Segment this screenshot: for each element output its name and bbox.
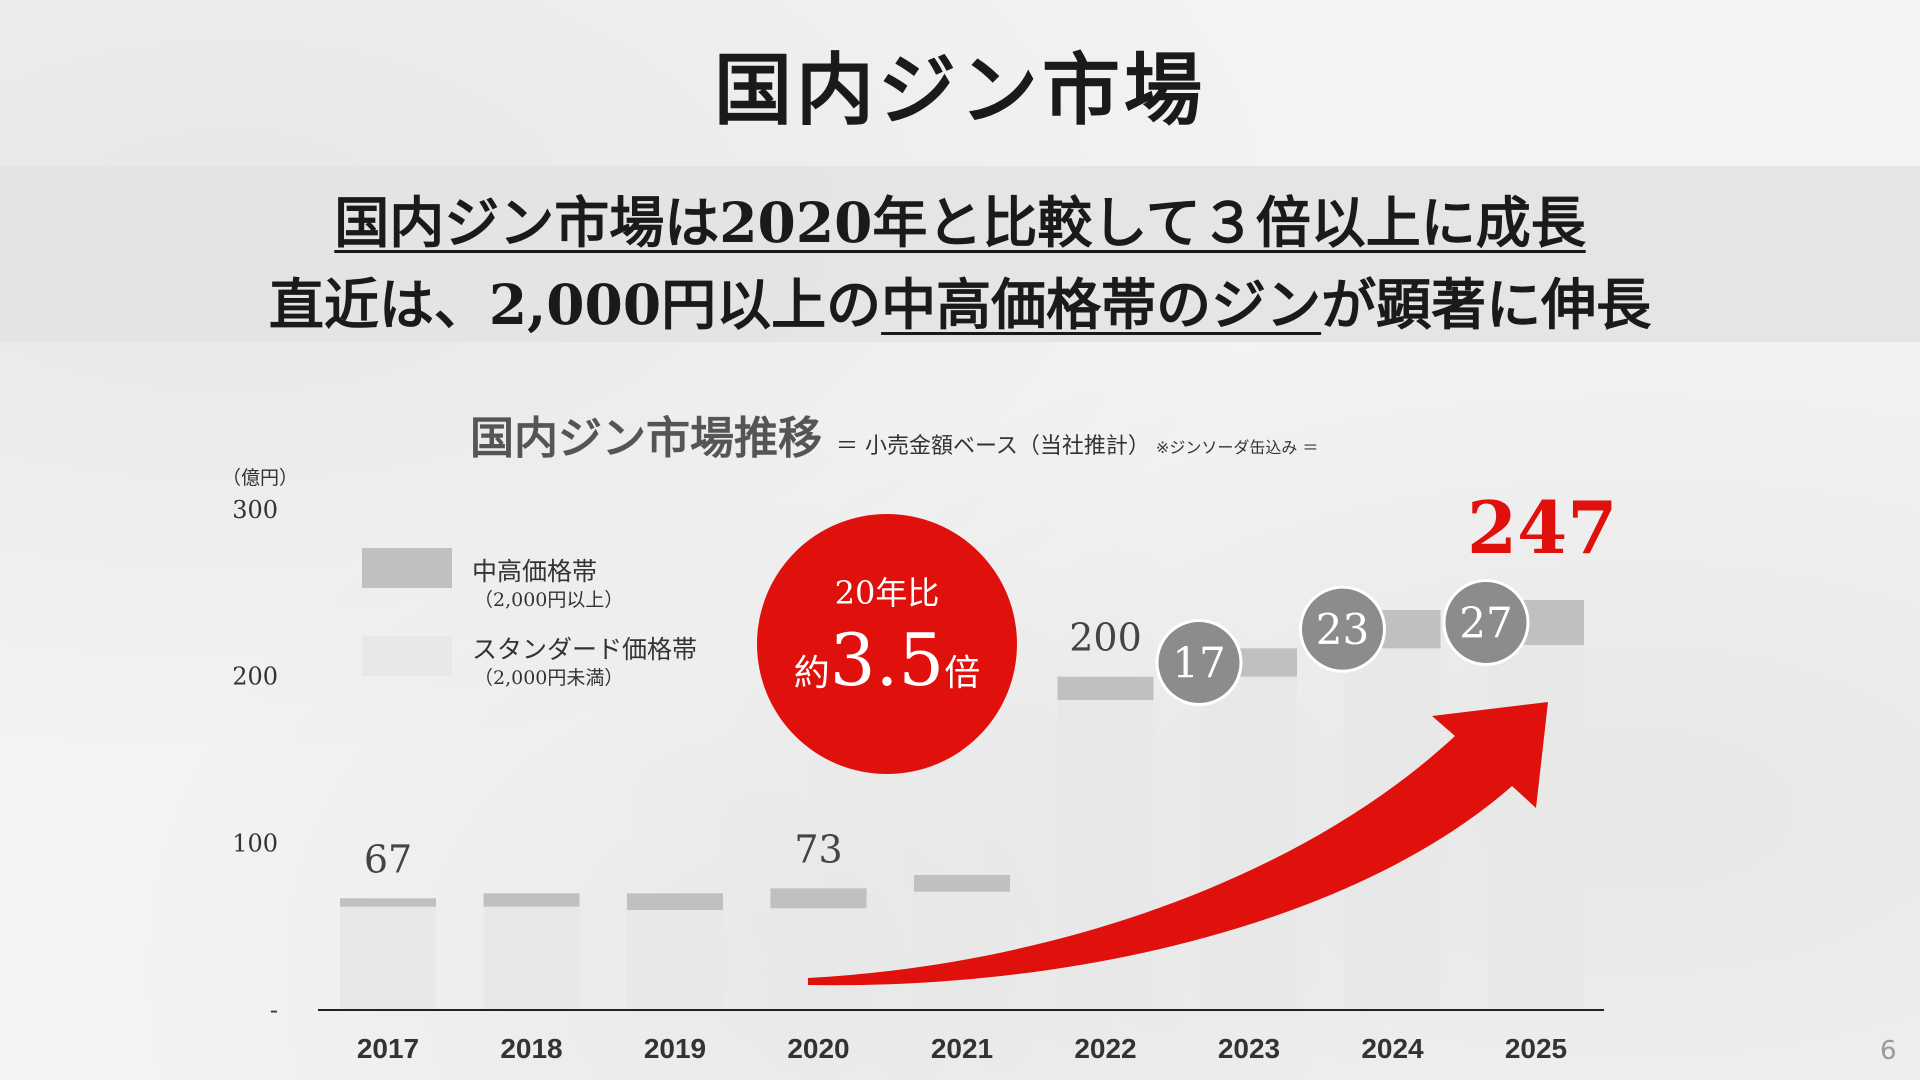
y-tick-label: 300: [232, 496, 278, 524]
headline-line-2-pre: 直近は、2,000円以上の: [268, 272, 882, 337]
x-tick-label: 2023: [1218, 1033, 1280, 1064]
bar-premium: [627, 893, 723, 910]
bar-standard: [770, 908, 867, 1010]
bar-premium: [1057, 676, 1154, 700]
bar-standard: [483, 906, 580, 1010]
x-tick-label: 2018: [500, 1033, 562, 1064]
latest-total-value: 247: [1467, 485, 1618, 570]
growth-badge-number: 3.5: [829, 618, 945, 702]
premium-value-bubble: [1155, 619, 1243, 706]
x-tick-label: 2025: [1505, 1033, 1567, 1064]
bar-standard: [627, 910, 723, 1010]
bar-standard: [340, 906, 436, 1010]
page-number: 6: [1880, 1036, 1897, 1066]
premium-value-bubble: [1442, 579, 1530, 666]
bar-standard: [1201, 676, 1297, 1010]
legend-label-premium: 中高価格帯: [472, 557, 598, 586]
headline-line-2-post: が顕著に伸長: [1321, 272, 1652, 337]
y-axis-unit: （億円）: [222, 467, 299, 489]
growth-badge-suffix: 倍: [944, 653, 981, 694]
x-tick-label: 2019: [644, 1033, 706, 1064]
headline-line-2-highlight: 中高価格帯のジン: [881, 272, 1322, 337]
growth-badge-caption: 20年比: [834, 574, 940, 612]
premium-value-label: 17: [1172, 639, 1225, 688]
premium-value-label: 27: [1459, 599, 1512, 648]
y-tick-label: 200: [232, 663, 278, 691]
page-title: 国内ジン市場: [713, 45, 1206, 136]
bar-total-label: 73: [794, 827, 842, 871]
x-tick-label: 2021: [931, 1033, 993, 1064]
legend-label-standard: スタンダード価格帯: [472, 635, 698, 664]
legend-swatch-standard: [362, 636, 452, 676]
chart-title-main: 国内ジン市場推移: [470, 413, 822, 464]
premium-value-bubble: [1299, 585, 1386, 673]
premium-value-label: 23: [1316, 605, 1369, 654]
x-tick-label: 2022: [1074, 1033, 1136, 1064]
growth-badge-prefix: 約: [793, 653, 830, 694]
chart-note: ※ジンソーダ缶込み ＝: [1155, 438, 1319, 457]
bar-premium: [340, 898, 436, 907]
y-tick-label: 100: [232, 829, 278, 857]
headline-line-2: 直近は、2,000円以上の中高価格帯のジンが顕著に伸長: [0, 260, 1920, 340]
growth-arrow: [808, 702, 1548, 986]
headline-line-1: 国内ジン市場は2020年と比較して３倍以上に成長: [0, 178, 1920, 258]
y-tick-label: -: [270, 996, 278, 1024]
bar-premium: [483, 893, 580, 907]
bar-total-label: 200: [1069, 616, 1142, 660]
headline-band: 国内ジン市場は2020年と比較して３倍以上に成長 直近は、2,000円以上の中高…: [0, 166, 1920, 342]
growth-badge-value: 約3.5倍: [757, 618, 1017, 702]
legend-sublabel-standard: （2,000円未満）: [474, 667, 624, 689]
headline-line-1-text: 国内ジン市場は2020年と比較して３倍以上に成長: [334, 190, 1586, 255]
chart-subtitle: ＝ 小売金額ベース（当社推計）: [836, 434, 1150, 459]
x-tick-label: 2024: [1361, 1033, 1424, 1064]
legend-swatch-premium: [362, 548, 452, 588]
x-tick-label: 2020: [787, 1033, 849, 1064]
bar-premium: [914, 875, 1010, 892]
bar-total-label: 67: [364, 837, 412, 881]
bar-premium: [770, 888, 867, 909]
x-tick-label: 2017: [357, 1033, 419, 1064]
bar-standard: [1488, 645, 1584, 1010]
bar-standard: [914, 891, 1010, 1010]
growth-badge: 20年比 約3.5倍: [757, 514, 1017, 774]
legend-sublabel-premium: （2,000円以上）: [474, 589, 624, 611]
chart-title: 国内ジン市場推移 ＝ 小売金額ベース（当社推計） ※ジンソーダ缶込み ＝: [470, 402, 1318, 466]
